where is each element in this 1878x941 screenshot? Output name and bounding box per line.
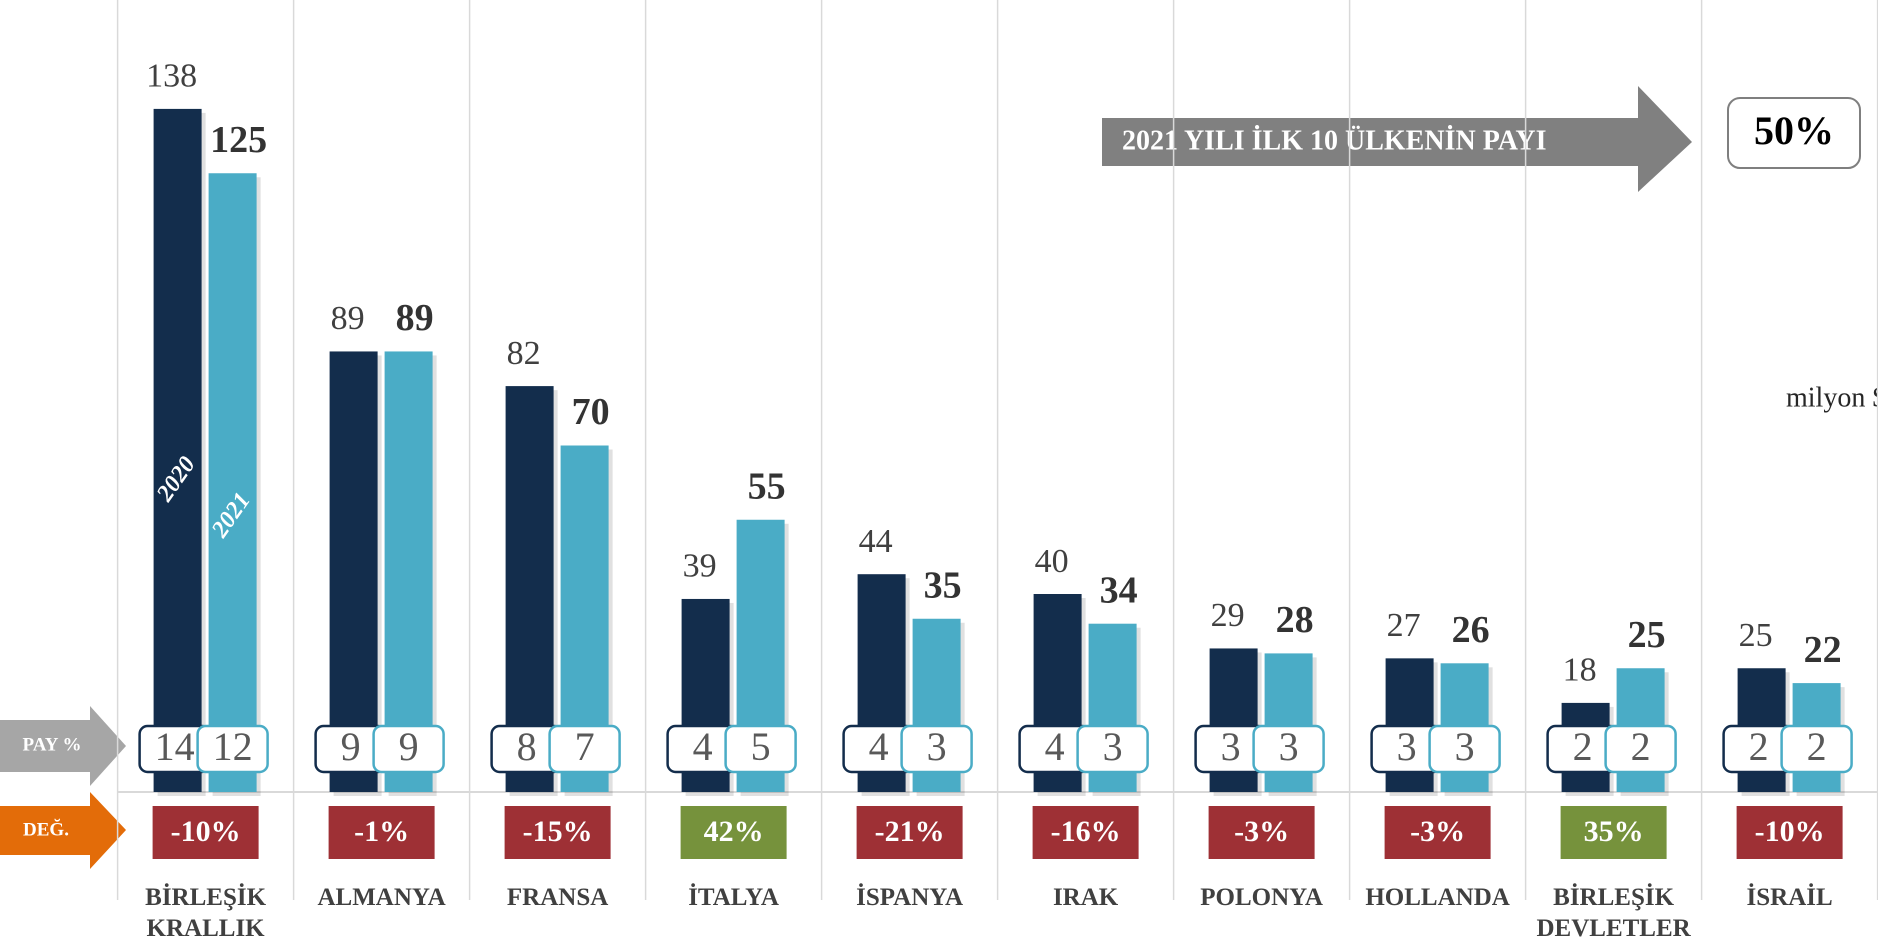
share-label: 4 [869,724,889,769]
share-label: 7 [575,724,595,769]
change-box [504,806,611,859]
share-box [372,724,445,774]
bar [505,386,554,792]
category-label: İTALYA [688,884,779,911]
value-label: 25 [1739,617,1773,654]
share-label: 2 [1749,724,1769,769]
value-label: 138 [146,58,197,95]
value-label: 26 [1452,609,1490,651]
change-label: -15% [523,815,593,848]
share-label: 9 [399,724,419,769]
change-label: -1% [354,815,409,848]
bar [384,351,433,792]
bar [153,108,202,792]
bar [208,173,257,792]
share-label: 2 [1573,724,1593,769]
share-box [1604,724,1677,774]
category-label: İSPANYA [856,884,964,911]
change-label: -3% [1234,815,1289,848]
share-box [548,724,621,774]
category-label: BİRLEŞİK DEVLETLER [1536,884,1691,941]
share-label: 3 [1221,724,1241,769]
share-label: 2 [1631,724,1651,769]
value-label: 89 [396,297,434,339]
share-box [196,724,269,774]
value-label: 70 [572,391,610,433]
value-label: 34 [1100,569,1138,611]
share-label: 5 [751,724,771,769]
change-axis-arrow [0,792,126,869]
change-label: -10% [1755,815,1825,848]
share-label: 4 [1045,724,1065,769]
value-label: 55 [748,465,786,507]
value-label: 39 [683,548,717,585]
change-label: -16% [1051,815,1121,848]
share-label: 9 [341,724,361,769]
share-total: 50% [1754,108,1834,153]
value-label: 125 [210,119,267,161]
share-box [724,724,797,774]
share-box [1780,724,1853,774]
change-box [152,806,259,859]
share-label: 3 [1455,724,1475,769]
share-label: 3 [1397,724,1417,769]
bar [329,351,378,792]
change-label: 42% [704,815,764,848]
change-axis-label: DEĞ. [23,818,69,840]
change-box [1384,806,1491,859]
category-label: FRANSA [506,884,609,911]
share-label: 3 [1103,724,1123,769]
category-label: HOLLANDA [1365,884,1510,911]
share-axis-arrow [0,706,126,786]
share-box [1252,724,1325,774]
change-label: -10% [171,815,241,848]
change-box [1032,806,1139,859]
value-label: 18 [1563,652,1597,689]
share-label: 12 [213,724,253,769]
category-label: POLONYA [1200,884,1323,911]
unit-label: milyon $ [1786,382,1878,413]
value-label: 28 [1276,599,1314,641]
value-label: 27 [1387,607,1421,644]
value-label: 25 [1628,614,1666,656]
value-label: 82 [507,335,541,372]
value-label: 89 [331,300,365,337]
value-label: 40 [1035,543,1069,580]
share-title: 2021 YILI İLK 10 ÜLKENİN PAYI [1122,125,1546,156]
value-label: 35 [924,564,962,606]
change-box [328,806,435,859]
share-label: 8 [517,724,537,769]
share-box [900,724,973,774]
share-total-box [1727,97,1861,169]
share-label: 4 [693,724,713,769]
share-label: 14 [155,724,195,769]
share-box [1428,724,1501,774]
share-label: 3 [1279,724,1299,769]
value-label: 44 [859,523,893,560]
category-label: İSRAİL [1746,884,1833,911]
share-axis-label: PAY % [23,734,82,755]
value-label: 29 [1211,597,1245,634]
change-box [1560,806,1667,859]
category-label: IRAK [1052,884,1119,911]
change-box [1208,806,1315,859]
change-box [1736,806,1843,859]
share-box [1076,724,1149,774]
value-label: 22 [1804,629,1842,671]
change-label: 35% [1584,815,1644,848]
share-label: 3 [927,724,947,769]
change-box [680,806,787,859]
change-label: -3% [1410,815,1465,848]
share-arrow [1102,86,1692,192]
category-label: ALMANYA [317,884,446,911]
share-label: 2 [1807,724,1827,769]
change-label: -21% [875,815,945,848]
change-box [856,806,963,859]
category-label: BİRLEŞİK KRALLIK [145,884,267,941]
